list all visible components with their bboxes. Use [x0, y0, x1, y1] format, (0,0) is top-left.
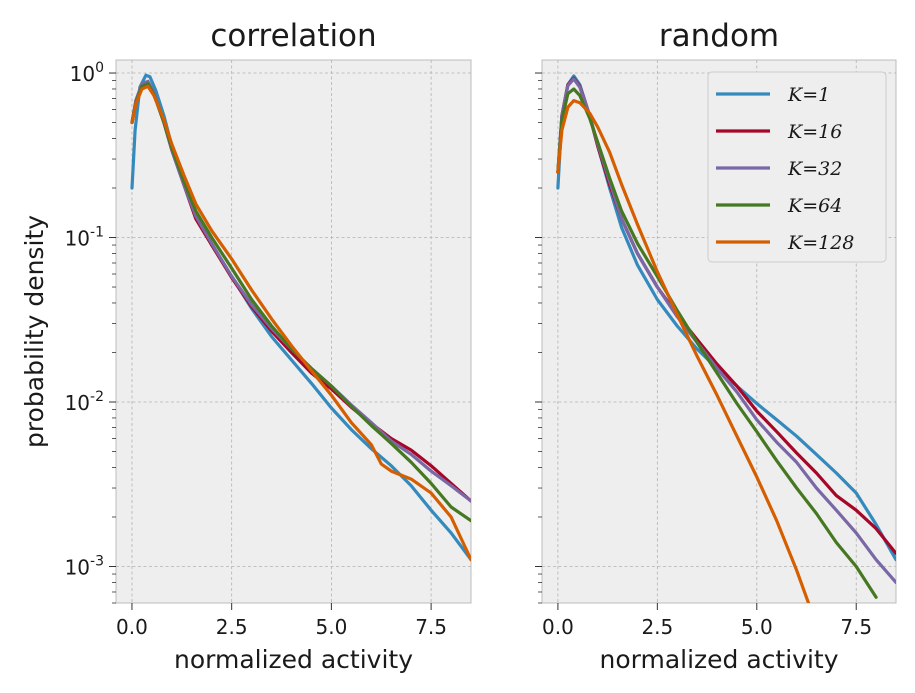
y-axis-label: probability density — [20, 215, 49, 448]
series-line-k128 — [556, 99, 811, 603]
x-tick-label: 0.0 — [542, 615, 574, 639]
x-axis-label: normalized activity — [599, 645, 838, 674]
y-tick-label: 100 — [70, 60, 104, 86]
x-axis-label: normalized activity — [174, 645, 413, 674]
panel-random: 0.0 2.5 5.0 7.5 random normalized activity K=1… — [535, 18, 897, 674]
series-line-k128 — [130, 84, 471, 562]
y-tick-label: 10-2 — [65, 389, 104, 415]
chart-title: random — [659, 18, 779, 54]
legend-label: K=32 — [787, 158, 842, 180]
x-tick-label: 5.0 — [315, 615, 347, 639]
legend: K=1 K=16 K=32 K=64 K=128 — [707, 71, 887, 263]
legend-label: K=64 — [787, 195, 842, 217]
legend-label: K=128 — [787, 232, 854, 254]
x-tick-label: 7.5 — [415, 615, 447, 639]
x-tick-label: 7.5 — [840, 615, 872, 639]
chart-title: correlation — [210, 18, 376, 54]
x-tick-label: 2.5 — [641, 615, 673, 639]
legend-label: K=1 — [787, 84, 830, 106]
y-tick-label: 10-3 — [65, 554, 104, 580]
series-group — [130, 73, 471, 562]
x-tick-label: 0.0 — [116, 615, 148, 639]
panel-correlation: 100 10-1 10-2 10-3 0.0 2.5 5.0 7.5 correlation no… — [20, 18, 472, 674]
series-group — [556, 74, 896, 603]
x-tick-label: 5.0 — [741, 615, 773, 639]
y-tick-label: 10-1 — [65, 225, 104, 251]
legend-label: K=16 — [787, 121, 842, 143]
x-tick-label: 2.5 — [216, 615, 248, 639]
legend-frame — [707, 71, 887, 263]
